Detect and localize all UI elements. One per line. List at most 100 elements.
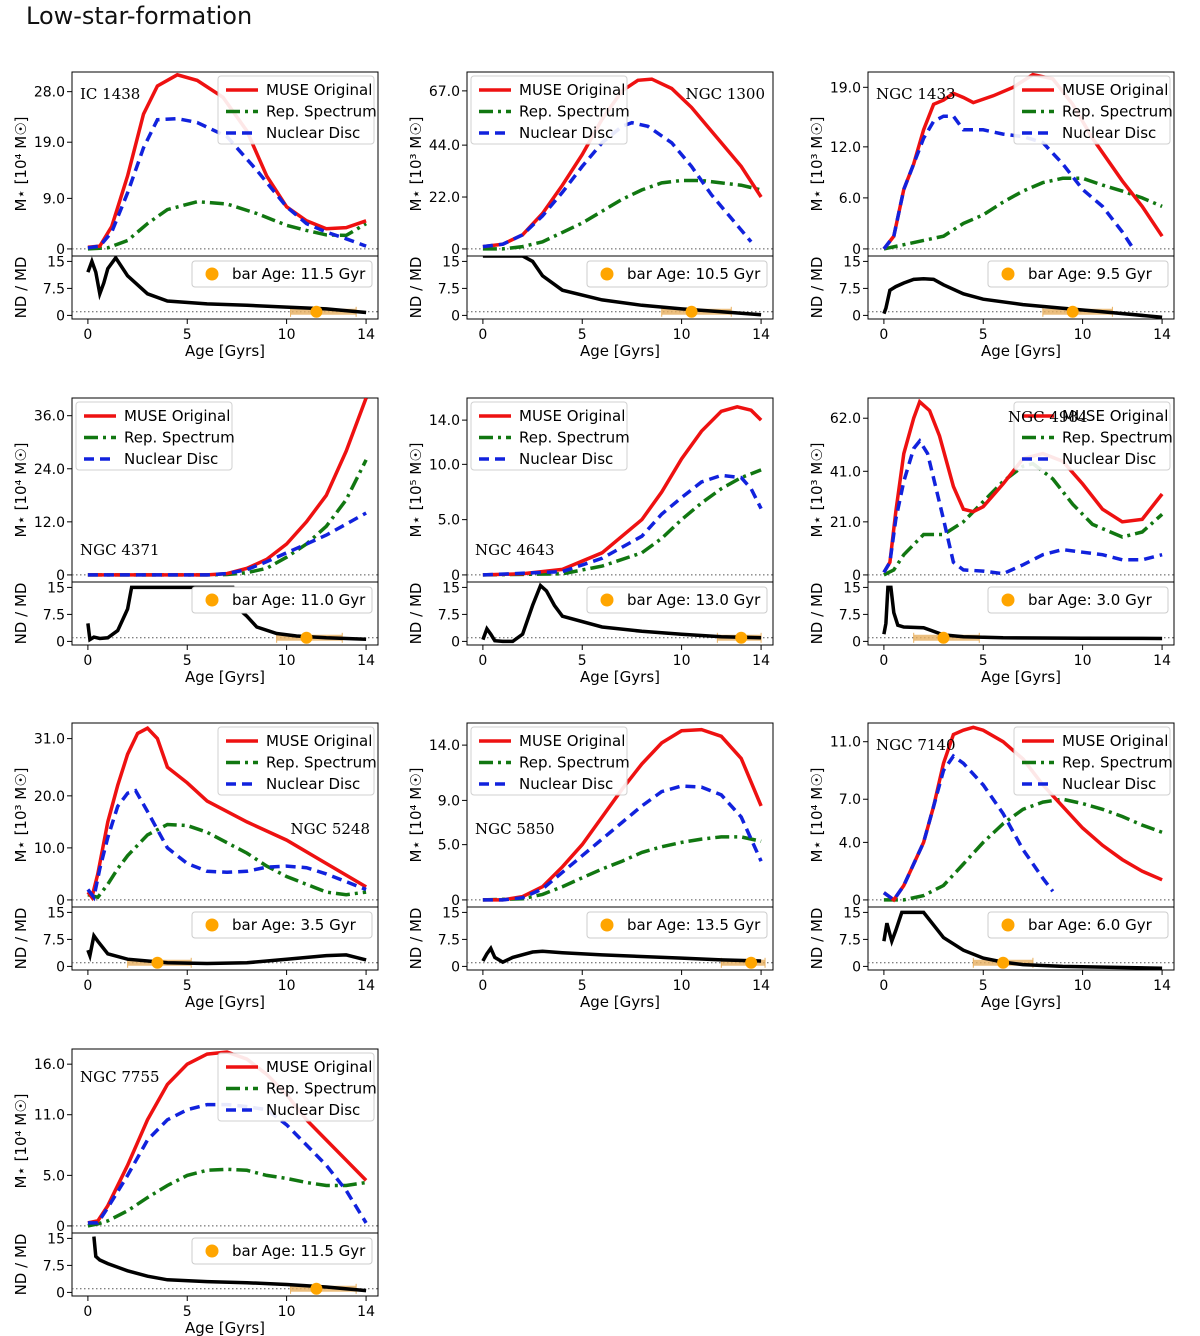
ratio-tick-label: 15 (843, 905, 861, 921)
bar-age-legend (191, 911, 373, 939)
nuclear-disc-line (87, 1102, 368, 1225)
legend-label-rep: Rep. Spectrum (519, 429, 630, 447)
ratio-tick-label: 7.5 (839, 281, 861, 297)
ratio-tick-label: 0 (852, 634, 861, 650)
x-tick-label: 14 (357, 1304, 375, 1320)
ratio-tick-label: 7.5 (438, 932, 460, 948)
x-tick-label: 14 (1153, 327, 1171, 343)
y-tick-label: 12.0 (830, 140, 861, 156)
muse-original-line (882, 398, 1164, 574)
page-title: Low-star-formation (26, 2, 253, 30)
legend-label-muse: MUSE Original (1062, 732, 1168, 750)
galaxy-name: NGC 4984 (1008, 408, 1088, 426)
legend-label-nd: Nuclear Disc (266, 124, 360, 142)
bar-age-prefix: bar Age: (1028, 916, 1096, 934)
legend-label-nd: Nuclear Disc (1062, 450, 1156, 468)
x-axis-label: Age [Gyrs] (185, 993, 265, 1011)
bar-age-legend (987, 586, 1169, 614)
y-axis-label: M⋆ [10³ M☉] (407, 116, 425, 211)
x-tick-label: 5 (578, 327, 587, 343)
galaxy-name: NGC 5248 (290, 820, 370, 838)
galaxy-name: NGC 7755 (80, 1068, 160, 1086)
ratio-tick-label: 0 (451, 308, 460, 324)
legend-label-rep: Rep. Spectrum (124, 429, 235, 447)
y-tick-label: 41.0 (830, 464, 861, 480)
y-tick-label: 0 (852, 893, 861, 909)
ratio-axis-label: ND / MD (808, 908, 826, 970)
x-tick-label: 5 (183, 1304, 192, 1320)
bar-age-marker (151, 956, 164, 969)
x-tick-label: 14 (357, 327, 375, 343)
x-tick-label: 10 (673, 978, 691, 994)
legend-label-nd: Nuclear Disc (266, 775, 360, 793)
ratio-axis-label: ND / MD (808, 583, 826, 645)
y-tick-label: 0 (451, 893, 460, 909)
y-tick-label: 10.0 (34, 841, 65, 857)
ratio-tick-label: 15 (843, 254, 861, 270)
galaxy-name: NGC 1300 (685, 85, 765, 103)
lower-axes (466, 255, 774, 320)
bar-age-legend-label: bar Age: 3.0 Gyr (1028, 591, 1153, 609)
ratio-tick-label: 0 (56, 1285, 65, 1301)
y-axis-label: M⋆ [10⁴ M☉] (12, 116, 30, 211)
x-axis-label: Age [Gyrs] (185, 342, 265, 360)
y-tick-label: 19.0 (830, 80, 861, 96)
bar-age-prefix: bar Age: (627, 916, 695, 934)
ratio-tick-label: 7.5 (438, 607, 460, 623)
ratio-axis-label: ND / MD (407, 257, 425, 319)
y-tick-label: 62.0 (830, 411, 861, 427)
legend-label-rep: Rep. Spectrum (519, 754, 630, 772)
legend-label-muse: MUSE Original (266, 1058, 372, 1076)
y-tick-label: 44.0 (429, 138, 460, 154)
series-legend (75, 401, 233, 471)
bar-age-legend-label: bar Age: 6.0 Gyr (1028, 916, 1153, 934)
x-axis-label: Age [Gyrs] (580, 993, 660, 1011)
x-tick-label: 10 (673, 653, 691, 669)
bar-age-marker (685, 305, 698, 318)
x-tick-label: 10 (1074, 327, 1092, 343)
legend-label-rep: Rep. Spectrum (266, 103, 377, 121)
bar-age-legend (586, 911, 768, 939)
bar-age-marker (310, 1282, 323, 1295)
x-tick-label: 14 (1153, 978, 1171, 994)
y-tick-label: 4.0 (839, 835, 861, 851)
legend-label-muse: MUSE Original (1062, 81, 1168, 99)
nuclear-disc-line (882, 114, 1134, 250)
bar-age-legend-marker (600, 593, 614, 607)
y-axis-label: M⋆ [10³ M☉] (12, 767, 30, 862)
lower-axes (867, 906, 1175, 971)
x-tick-label: 10 (278, 1304, 296, 1320)
ratio-axis-label: ND / MD (12, 583, 30, 645)
legend-label-rep: Rep. Spectrum (1062, 103, 1173, 121)
ratio-axis-label: ND / MD (12, 908, 30, 970)
y-tick-label: 0 (451, 242, 460, 258)
bar-age-legend-label: bar Age: 11.0 Gyr (232, 591, 366, 609)
y-tick-label: 6.0 (839, 191, 861, 207)
bar-age-value: 13.0 Gyr (695, 591, 761, 609)
ratio-tick-label: 15 (442, 580, 460, 596)
x-tick-label: 0 (83, 978, 92, 994)
x-axis-label: Age [Gyrs] (185, 1319, 265, 1336)
series-legend (217, 726, 375, 796)
ratio-tick-label: 15 (843, 580, 861, 596)
legend-label-nd: Nuclear Disc (519, 775, 613, 793)
y-tick-label: 0 (56, 242, 65, 258)
ratio-tick-label: 0 (451, 634, 460, 650)
galaxy-name: NGC 7140 (876, 736, 956, 754)
lower-axes (466, 906, 774, 971)
bar-age-value: 3.0 Gyr (1096, 591, 1152, 609)
nd-md-ratio-line (86, 585, 367, 643)
lower-axes (71, 255, 379, 320)
bar-age-legend-label: bar Age: 10.5 Gyr (627, 265, 761, 283)
y-axis-label: M⋆ [10⁴ M☉] (808, 767, 826, 862)
y-tick-label: 28.0 (34, 85, 65, 101)
bar-age-legend (191, 586, 373, 614)
ratio-axis-label: ND / MD (407, 908, 425, 970)
legend-label-nd: Nuclear Disc (1062, 775, 1156, 793)
bar-age-legend-label: bar Age: 11.5 Gyr (232, 265, 366, 283)
bar-age-legend-label: bar Age: 9.5 Gyr (1028, 265, 1153, 283)
bar-age-marker (997, 956, 1010, 969)
x-tick-label: 5 (183, 978, 192, 994)
x-tick-label: 10 (278, 653, 296, 669)
